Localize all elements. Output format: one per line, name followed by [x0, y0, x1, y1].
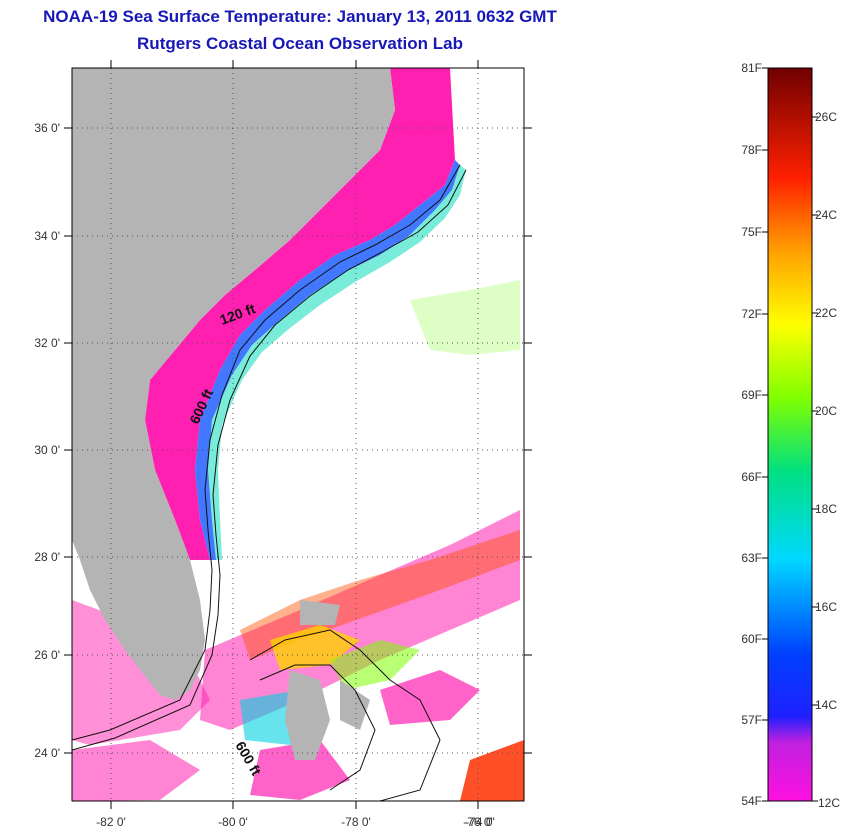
lat-label: 30 0': [34, 443, 60, 457]
bathymetry-contours: [72, 164, 467, 801]
celsius-label: 22C: [815, 306, 837, 320]
colorbar-ticks: [762, 67, 818, 802]
axis-ticks: [64, 60, 532, 809]
lat-label: 36 0': [34, 121, 60, 135]
fahrenheit-label: 69F: [741, 388, 762, 402]
map-title: NOAA-19 Sea Surface Temperature: January…: [43, 7, 557, 26]
lon-label: -74 0': [465, 815, 495, 829]
fahrenheit-label: 72F: [741, 307, 762, 321]
celsius-label: 12C: [818, 796, 840, 810]
colorbar-celsius-labels: 26C 24C 22C 20C 18C 16C 14C 12C: [815, 110, 840, 810]
fahrenheit-label: 57F: [741, 713, 762, 727]
lon-label: -80 0': [218, 815, 248, 829]
lat-tick-labels: 36 0' 34 0' 32 0' 30 0' 28 0' 26 0' 24 0…: [34, 121, 60, 760]
map-subtitle: Rutgers Coastal Ocean Observation Lab: [137, 34, 463, 53]
land-southeast-us: [72, 68, 395, 700]
lat-label: 32 0': [34, 336, 60, 350]
celsius-label: 16C: [815, 600, 837, 614]
gulf-stream-swath: [72, 280, 524, 801]
lat-label: 26 0': [34, 648, 60, 662]
fahrenheit-label: 63F: [741, 551, 762, 565]
map-frame: [71, 67, 525, 802]
land-bahamas: [285, 600, 370, 760]
lon-label: -76 0': [463, 815, 493, 829]
nearshore-cold-band: [145, 68, 455, 560]
celsius-label: 26C: [815, 110, 837, 124]
lon-tick-labels: -82 0' -80 0' -78 0' -76 0' -74 0': [96, 815, 495, 829]
lon-label: -82 0': [96, 815, 126, 829]
celsius-label: 18C: [815, 502, 837, 516]
fahrenheit-label: 54F: [741, 794, 762, 808]
fahrenheit-label: 75F: [741, 225, 762, 239]
colorbar-fahrenheit-labels: 81F 78F 75F 72F 69F 66F 63F 60F 57F 54F: [741, 61, 762, 808]
fahrenheit-label: 78F: [741, 143, 762, 157]
coastal-gradient-band: [195, 160, 460, 560]
colorbar: 81F 78F 75F 72F 69F 66F 63F 60F 57F 54F …: [741, 61, 840, 810]
colorbar-scale: [767, 67, 813, 802]
lat-label: 34 0': [34, 229, 60, 243]
fahrenheit-label: 66F: [741, 470, 762, 484]
lat-label: 24 0': [34, 746, 60, 760]
celsius-label: 24C: [815, 208, 837, 222]
celsius-label: 20C: [815, 404, 837, 418]
fahrenheit-label: 60F: [741, 632, 762, 646]
graticule: [72, 68, 524, 801]
lat-label: 28 0': [34, 550, 60, 564]
fahrenheit-label: 81F: [741, 61, 762, 75]
map-area: 120 ft 600 ft 600 ft: [72, 68, 524, 801]
lon-label: -78 0': [341, 815, 371, 829]
celsius-label: 14C: [815, 698, 837, 712]
